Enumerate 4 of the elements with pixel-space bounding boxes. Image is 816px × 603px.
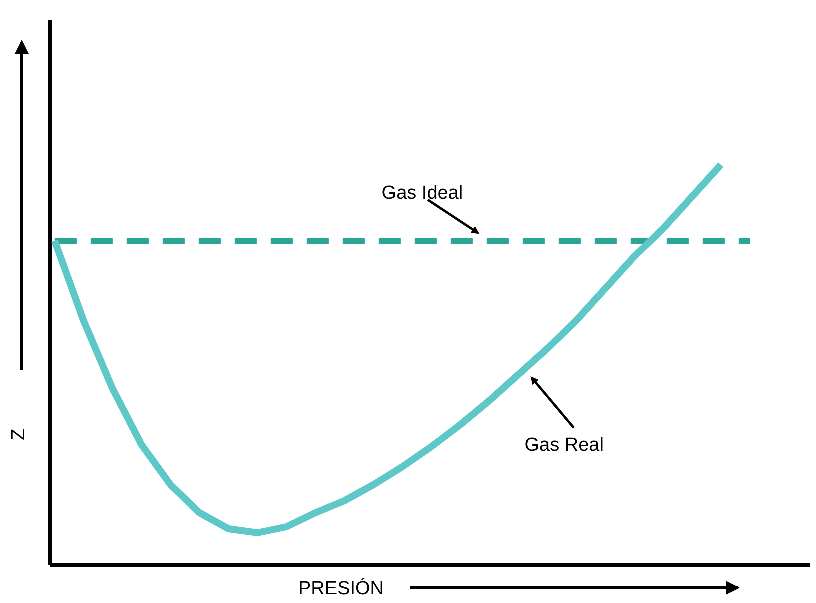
series-label: Gas Ideal xyxy=(382,183,464,204)
text: Gas Real xyxy=(524,435,604,456)
y-axis-title: Z xyxy=(8,428,30,440)
x-axis-title: PRESIÓN xyxy=(298,578,384,600)
